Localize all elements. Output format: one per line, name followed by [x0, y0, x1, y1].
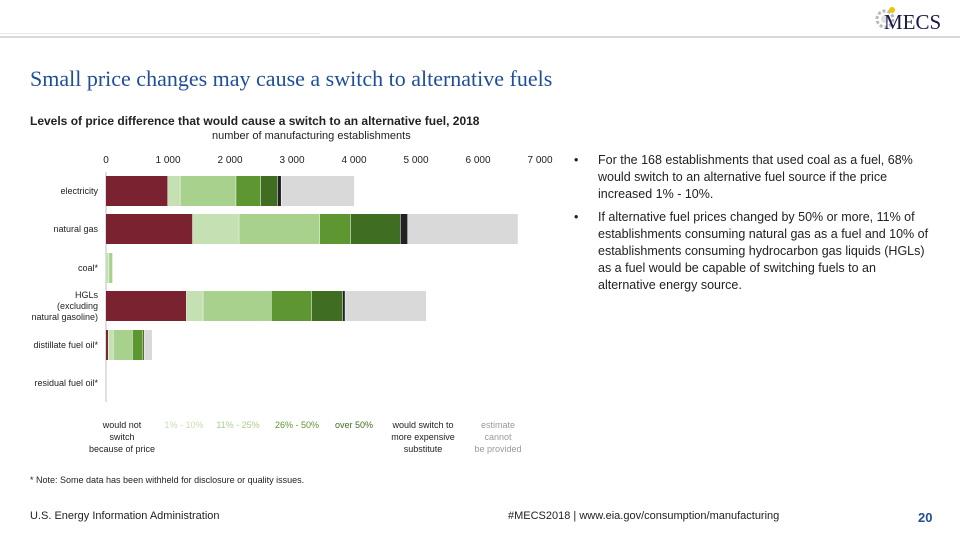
- x-tick-label: 7 000: [527, 155, 552, 166]
- bar-segment: [106, 253, 109, 283]
- bullet-text: For the 168 establishments that used coa…: [598, 153, 913, 201]
- bar-segment: [106, 291, 187, 321]
- bar-segment: [109, 253, 113, 283]
- stacked-bar-chart: 0 1 000 2 000 3 000 4 000 5 000 6 000 7 000 elec…: [31, 155, 552, 454]
- category-label: HGLs (excluding natural gasoline): [31, 290, 98, 322]
- legend-entry: would not switch because of price: [89, 420, 155, 454]
- bullet-text: If alternative fuel prices changed by 50…: [598, 210, 929, 292]
- x-tick-label: 0: [103, 155, 109, 166]
- x-tick-label: 3 000: [279, 155, 304, 166]
- footer-link[interactable]: #MECS2018 | www.eia.gov/consumption/manu…: [508, 510, 780, 522]
- category-label: natural gas: [53, 224, 98, 234]
- bar-segment: [342, 291, 345, 321]
- bar-segment: [168, 176, 180, 206]
- bullet-list: • For the 168 establishments that used c…: [574, 152, 930, 300]
- bar-segment: [186, 291, 203, 321]
- bar-segment: [319, 214, 351, 244]
- x-tick-label: 6 000: [465, 155, 490, 166]
- footnote: * Note: Some data has been withheld for …: [30, 475, 305, 485]
- bar-segment: [132, 330, 143, 360]
- bar-segment: [261, 176, 278, 206]
- bar-segment: [106, 330, 108, 360]
- bar-segment: [400, 214, 408, 244]
- bar-segment: [113, 330, 133, 360]
- x-tick-label: 5 000: [403, 155, 428, 166]
- bar-segment: [350, 214, 400, 244]
- chart-subtitle: number of manufacturing establishments: [212, 130, 411, 142]
- mecs-logo: MECS: [884, 10, 942, 34]
- bar-segment: [203, 291, 272, 321]
- bar-segment: [277, 176, 281, 206]
- category-label: electricity: [60, 186, 98, 196]
- x-tick-label: 4 000: [341, 155, 366, 166]
- bar-segment: [236, 176, 261, 206]
- legend-entry: 11% - 25%: [216, 420, 259, 430]
- legend-entry: would switch to more expensive substitute: [391, 420, 455, 454]
- x-tick-label: 1 000: [155, 155, 180, 166]
- legend-entry: 26% - 50%: [275, 420, 319, 430]
- bullet-marker: •: [574, 153, 579, 167]
- header-rule-thin: [0, 33, 320, 34]
- bar-segment: [281, 176, 355, 206]
- category-label: distillate fuel oil*: [33, 340, 98, 350]
- legend-entry: estimate cannot be provided: [474, 420, 521, 454]
- bullet-item: • If alternative fuel prices changed by …: [574, 209, 930, 294]
- bar-segment: [180, 176, 236, 206]
- slide-title: Small price changes may cause a switch t…: [30, 66, 553, 91]
- category-label: coal*: [78, 263, 99, 273]
- bullet-marker: •: [574, 210, 579, 224]
- bar-segment: [311, 291, 343, 321]
- legend-entry: 1% - 10%: [164, 420, 203, 430]
- page-number: 20: [918, 510, 933, 525]
- chart-title: Levels of price difference that would ca…: [30, 114, 480, 128]
- bar-segment: [145, 330, 152, 360]
- bar-segment: [106, 176, 168, 206]
- bar-segment: [407, 214, 518, 244]
- bar-segment: [108, 330, 113, 360]
- mecs-gear-icon: [875, 7, 895, 29]
- footer-source: U.S. Energy Information Administration: [30, 510, 220, 522]
- bullet-item: • For the 168 establishments that used c…: [574, 152, 930, 203]
- legend-entry: over 50%: [335, 420, 373, 430]
- bar-segment: [239, 214, 320, 244]
- x-tick-label: 2 000: [217, 155, 242, 166]
- bar-segment: [345, 291, 427, 321]
- header-rule: [0, 36, 960, 38]
- bar-segment: [271, 291, 312, 321]
- category-label: residual fuel oil*: [34, 378, 98, 388]
- bar-segment: [106, 214, 193, 244]
- bar-segment: [192, 214, 239, 244]
- bar-segment: [142, 330, 144, 360]
